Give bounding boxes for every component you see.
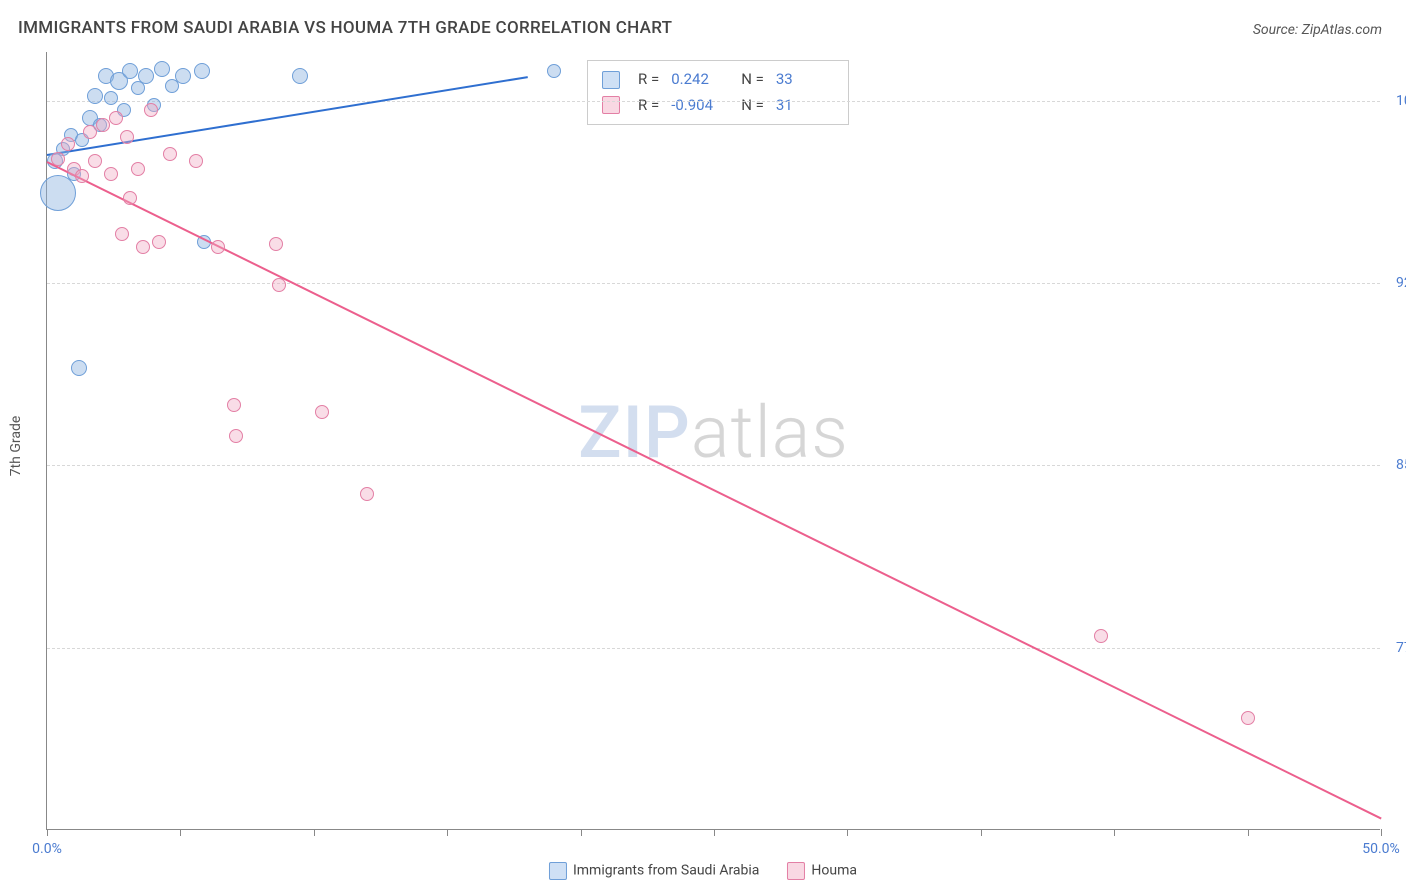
plot-area: ZIPatlas R =0.242N =33R =-0.904N =31 77.… (46, 52, 1380, 830)
data-point (1094, 629, 1108, 643)
xtick (180, 829, 181, 836)
data-point (227, 398, 241, 412)
correlation-legend-row: R = 0.242 N = 33 (602, 67, 834, 93)
data-point (547, 64, 561, 78)
data-point (83, 125, 97, 139)
watermark-atlas: atlas (691, 390, 849, 475)
legend-swatch (602, 71, 620, 89)
gridline-h (47, 101, 1380, 102)
data-point (272, 278, 286, 292)
r-value: 0.242 (671, 67, 729, 93)
data-point (292, 68, 308, 84)
data-point (131, 162, 145, 176)
data-point (88, 154, 102, 168)
legend-swatch (787, 862, 805, 880)
data-point (211, 240, 225, 254)
data-point (115, 227, 129, 241)
data-point (104, 167, 118, 181)
legend-label: Immigrants from Saudi Arabia (573, 863, 759, 879)
data-point (109, 111, 123, 125)
legend-swatch (549, 862, 567, 880)
data-point (189, 154, 203, 168)
xtick (581, 829, 582, 836)
data-point (194, 63, 210, 79)
correlation-legend-row: R = -0.904 N = 31 (602, 93, 834, 119)
legend-item: Immigrants from Saudi Arabia (549, 862, 759, 880)
xtick (47, 829, 48, 836)
r-value: -0.904 (671, 93, 729, 119)
data-point (229, 429, 243, 443)
data-point (104, 91, 118, 105)
data-point (1241, 711, 1255, 725)
ytick-label: 100.0% (1384, 93, 1406, 109)
n-value: 31 (776, 93, 834, 119)
data-point (120, 130, 134, 144)
data-point (87, 88, 103, 104)
gridline-h (47, 465, 1380, 466)
ytick-label: 77.5% (1384, 640, 1406, 656)
data-point (315, 405, 329, 419)
n-value: 33 (776, 67, 834, 93)
chart-title: IMMIGRANTS FROM SAUDI ARABIA VS HOUMA 7T… (18, 18, 672, 38)
n-label: N = (741, 93, 764, 119)
xtick (981, 829, 982, 836)
data-point (51, 152, 65, 166)
data-point (122, 63, 138, 79)
data-point (154, 61, 170, 77)
data-point (138, 68, 154, 84)
data-point (61, 137, 75, 151)
xtick (714, 829, 715, 836)
r-label: R = (638, 67, 659, 93)
data-point (75, 169, 89, 183)
regression-line (47, 162, 1382, 820)
r-label: R = (638, 93, 659, 119)
watermark: ZIPatlas (578, 390, 849, 475)
legend-swatch (602, 96, 620, 114)
data-point (269, 237, 283, 251)
n-label: N = (741, 67, 764, 93)
data-point (136, 240, 150, 254)
ytick-label: 85.0% (1384, 457, 1406, 473)
xtick (447, 829, 448, 836)
data-point (163, 147, 177, 161)
xtick (1114, 829, 1115, 836)
data-point (123, 191, 137, 205)
series-legend: Immigrants from Saudi Arabia Houma (549, 862, 857, 880)
gridline-h (47, 283, 1380, 284)
y-axis-label: 7th Grade (8, 416, 24, 477)
data-point (144, 103, 158, 117)
legend-item: Houma (787, 862, 857, 880)
data-point (96, 118, 110, 132)
correlation-legend: R = 0.242 N = 33 R = -0.904 N = 31 (587, 60, 849, 125)
legend-label: Houma (811, 863, 857, 879)
xtick-label: 0.0% (32, 841, 62, 857)
xtick (1248, 829, 1249, 836)
data-point (40, 175, 76, 211)
xtick-label: 50.0% (1362, 841, 1400, 857)
data-point (360, 487, 374, 501)
xtick (314, 829, 315, 836)
xtick (1381, 829, 1382, 836)
data-point (175, 68, 191, 84)
data-point (71, 360, 87, 376)
data-point (152, 235, 166, 249)
source-attribution: Source: ZipAtlas.com (1253, 22, 1382, 38)
gridline-h (47, 648, 1380, 649)
ytick-label: 92.5% (1384, 275, 1406, 291)
xtick (847, 829, 848, 836)
